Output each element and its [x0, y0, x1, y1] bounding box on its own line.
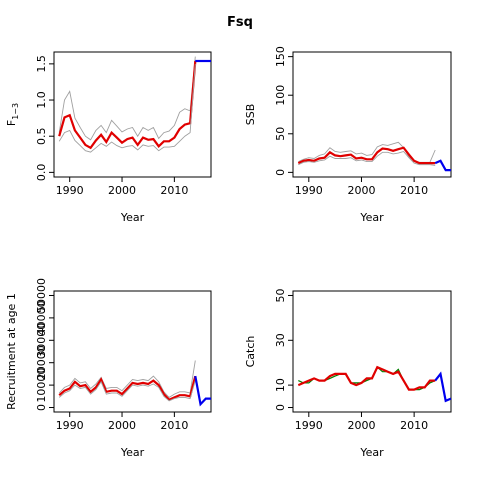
x-tick-label: 1990: [56, 184, 84, 197]
ssb-projection-line: [434, 159, 451, 172]
y-tick-label: 100: [274, 85, 287, 106]
y-axis-label: SSB: [244, 104, 257, 126]
y-tick-label: 0.0: [35, 164, 48, 182]
x-tick-label: 2000: [108, 184, 136, 197]
x-axis-label: Year: [359, 446, 384, 459]
y-axis-label: F1−3: [5, 103, 20, 126]
y-tick-label: 0.5: [35, 127, 48, 145]
rec-upper-line: [58, 360, 196, 398]
x-tick-label: 1990: [295, 419, 323, 432]
y-tick-label: 0: [274, 169, 287, 176]
f-estimate-line: [58, 60, 197, 150]
x-axis-label: Year: [120, 211, 145, 224]
plot-frame: [292, 290, 452, 413]
x-tick-label: 1990: [56, 419, 84, 432]
panel-catch: 1990 2000 2010 0 10 30 50 Year Catch: [244, 288, 452, 459]
y-tick-label: 1.0: [35, 91, 48, 109]
x-tick-label: 2000: [347, 419, 375, 432]
x-tick-label: 2000: [347, 184, 375, 197]
y-tick-label: 10: [274, 378, 287, 392]
ssb-lower-line: [298, 150, 436, 166]
y-axis-label: Catch: [244, 336, 257, 368]
y-axis-label: Recruitment at age 1: [5, 293, 18, 410]
x-axis-label: Year: [120, 446, 145, 459]
catch-estimate-line: [297, 365, 436, 391]
x-tick-label: 2010: [400, 184, 428, 197]
x-tick-label: 2010: [160, 184, 188, 197]
rec-projection-line: [194, 375, 211, 407]
y-tick-label: 0: [274, 404, 287, 411]
catch-projection-line: [434, 371, 451, 403]
y-tick-label: 10000: [35, 368, 48, 403]
y-tick-label: 0: [35, 404, 48, 411]
y-tick-label: 1.5: [35, 55, 48, 73]
x-tick-label: 2010: [160, 419, 188, 432]
y-tick-label: 40000: [35, 300, 48, 335]
x-tick-label: 2010: [400, 419, 428, 432]
x-tick-label: 1990: [295, 184, 323, 197]
rec-estimate-line: [58, 375, 197, 402]
panel-ssb: 1990 2000 2010 0 50 100 150 Year SSB: [244, 46, 452, 224]
x-tick-label: 2000: [108, 419, 136, 432]
x-axis-label: Year: [359, 211, 384, 224]
f-lower-line: [58, 63, 196, 153]
f-upper-line: [58, 56, 196, 141]
y-tick-label: 20000: [35, 345, 48, 380]
plot-frame: [53, 290, 212, 413]
rec-lower-line: [58, 380, 196, 402]
panel-f: 1990 2000 2010 0.0 0.5 1.0 1.5 Year F1−3: [5, 51, 212, 224]
y-tick-label: 50: [274, 127, 287, 141]
y-axis-label-subscript: 1−3: [11, 103, 20, 120]
y-tick-label: 150: [274, 46, 287, 67]
y-tick-label: 50: [274, 288, 287, 302]
y-tick-label: 50000: [35, 278, 48, 313]
y-tick-label: 30: [274, 333, 287, 347]
figure-title: Fsq: [227, 15, 253, 30]
plot-frame: [53, 51, 212, 178]
ssb-estimate-line: [297, 146, 436, 165]
y-tick-label: 30000: [35, 323, 48, 358]
plot-frame: [292, 51, 452, 178]
